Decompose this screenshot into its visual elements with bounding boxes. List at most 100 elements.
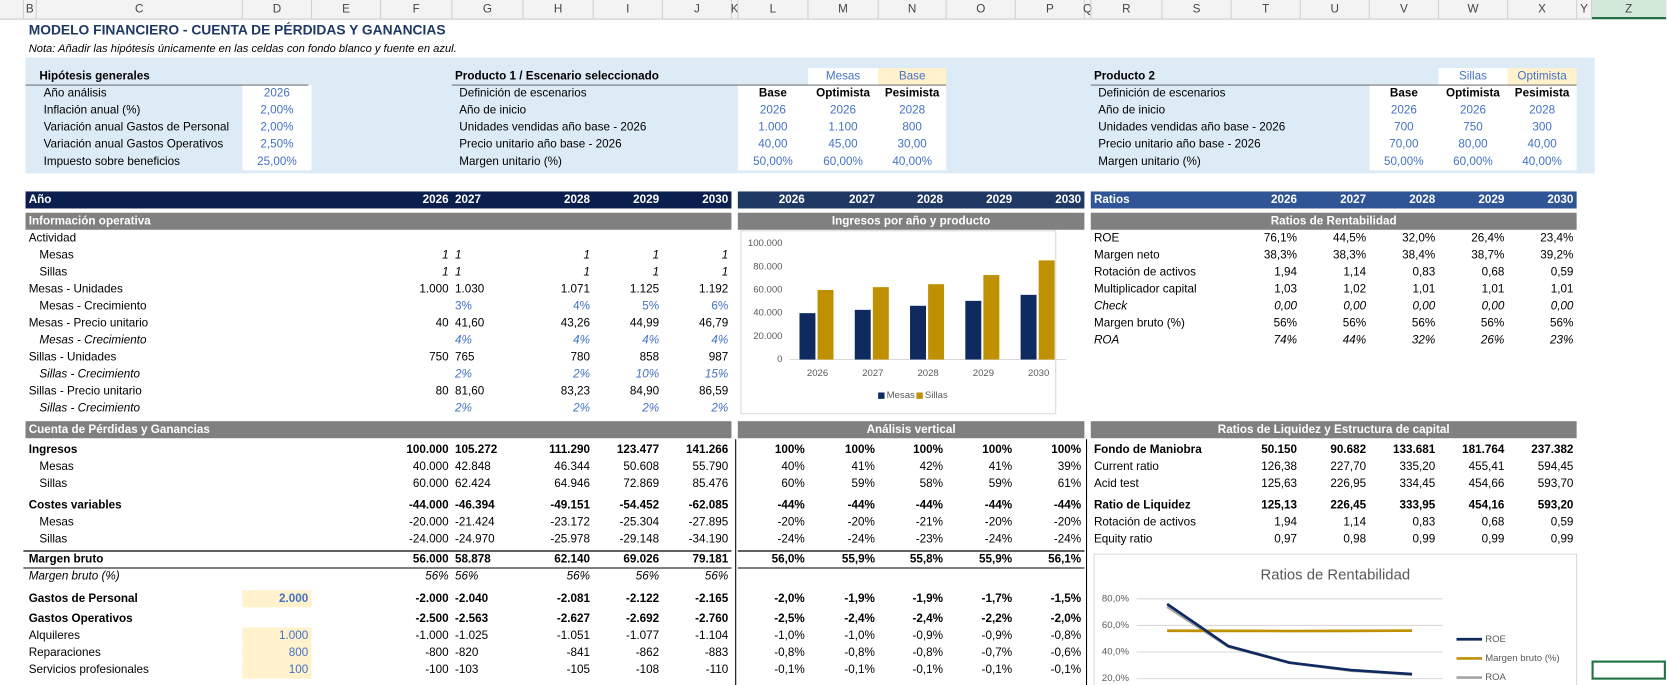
- cell-value: 76,1%: [1264, 231, 1297, 244]
- cell-label: Mesas: [39, 460, 74, 473]
- cell-label: Costes variables: [29, 498, 122, 511]
- cell-value: -27.895: [689, 515, 729, 528]
- y-tick-label: 60.000: [753, 284, 782, 295]
- cell-value: 40,00: [1527, 138, 1557, 151]
- column-header[interactable]: S: [1193, 3, 1201, 16]
- cell-label: Margen bruto (%): [1094, 316, 1185, 329]
- column-header[interactable]: O: [976, 3, 985, 16]
- cell-value: 2,00%: [260, 121, 293, 134]
- cell-value: Optimista: [1517, 70, 1567, 83]
- cell-value: 55,9%: [842, 553, 876, 566]
- cell-value: 55,8%: [910, 553, 944, 566]
- cell-label: -24.970: [455, 532, 495, 545]
- cell-value: 0,00: [1482, 299, 1505, 312]
- x-tick-label: 2027: [862, 368, 883, 379]
- cell-value: 0,00: [1551, 299, 1574, 312]
- cell-value: 1: [442, 248, 449, 261]
- cell-value: -21%: [916, 515, 943, 528]
- cell-value: 2026: [830, 104, 856, 117]
- cell-value: 0,99: [1551, 532, 1574, 545]
- cell-value: 1,94: [1274, 265, 1297, 278]
- cell-value: 2027: [1340, 193, 1366, 206]
- column-header[interactable]: Y: [1580, 3, 1588, 16]
- column-header[interactable]: Z: [1625, 3, 1632, 16]
- column-header[interactable]: W: [1467, 3, 1478, 16]
- column-header[interactable]: F: [413, 3, 420, 16]
- cell-value: -49.151: [550, 498, 590, 511]
- cell-label: 1: [455, 248, 462, 261]
- cell-value: 59%: [989, 477, 1012, 490]
- column-header[interactable]: C: [135, 3, 143, 16]
- column-header[interactable]: N: [908, 3, 916, 16]
- cell-label: Impuesto sobre beneficios: [44, 155, 181, 168]
- column-header[interactable]: G: [483, 3, 492, 16]
- column-header[interactable]: T: [1262, 3, 1269, 16]
- cell-value: 226,45: [1330, 498, 1366, 511]
- cell-label: Margen unitario (%): [459, 155, 562, 168]
- column-header[interactable]: E: [342, 3, 350, 16]
- bar: [965, 301, 981, 360]
- column-header[interactable]: R: [1122, 3, 1130, 16]
- cell-label: Sillas - Unidades: [29, 350, 117, 363]
- column-header[interactable]: L: [770, 3, 777, 16]
- cell-label: 2027: [455, 193, 481, 206]
- cell-value: -105: [567, 663, 591, 676]
- column-header[interactable]: B: [26, 3, 34, 16]
- cell-value: 85.476: [693, 477, 729, 490]
- cell-value: 2028: [1529, 104, 1555, 117]
- cell-label: Rotación de activos: [1094, 515, 1196, 528]
- cell-value: -29.148: [620, 532, 660, 545]
- cell-value: 0,68: [1482, 515, 1505, 528]
- cell-label: Check: [1094, 299, 1128, 312]
- cell-value: 40,00%: [1522, 155, 1562, 168]
- cell-value: 38,3%: [1333, 248, 1366, 261]
- cell-label: Producto 2: [1094, 70, 1156, 83]
- cell-value: Base: [1390, 87, 1418, 100]
- cell-value: -108: [636, 663, 659, 676]
- cell-label: Equity ratio: [1094, 532, 1153, 545]
- cell-label: Mesas - Crecimiento: [39, 299, 147, 312]
- cell-value: 4%: [573, 299, 590, 312]
- cell-value: 84,90: [630, 385, 660, 398]
- column-header[interactable]: D: [273, 3, 281, 16]
- cell-value: -110: [706, 663, 729, 676]
- cell-value: 0,68: [1482, 265, 1505, 278]
- cell-value: -1,7%: [982, 592, 1013, 605]
- cell-value: 64.946: [554, 477, 590, 490]
- cell-value: 454,66: [1469, 477, 1505, 490]
- cell-label: Ratios de Rentabilidad: [1271, 214, 1397, 227]
- cell-value: 55,9%: [979, 553, 1013, 566]
- cell-value: -0,8%: [774, 646, 805, 659]
- cell-value: 32%: [1412, 333, 1435, 346]
- cell-value: -800: [425, 646, 449, 659]
- cell-label: MODELO FINANCIERO - CUENTA DE PÉRDIDAS Y…: [29, 22, 446, 38]
- cell-value: 50.150: [1261, 443, 1297, 456]
- column-header[interactable]: M: [838, 3, 848, 16]
- cell-value: 56%: [1274, 316, 1297, 329]
- cell-label: 62.424: [455, 477, 491, 490]
- cell-label: Nota: Añadir las hipótesis únicamente en…: [29, 43, 457, 55]
- cell-value: 594,45: [1538, 460, 1574, 473]
- cell-value: 56.000: [413, 553, 449, 566]
- column-header[interactable]: P: [1046, 3, 1054, 16]
- column-header[interactable]: I: [626, 3, 629, 16]
- cell-value: -44.000: [409, 498, 449, 511]
- cell-label: Rotación de activos: [1094, 265, 1196, 278]
- cell-value: 69.026: [623, 553, 659, 566]
- cell-label: Información operativa: [29, 214, 152, 227]
- cell-value: 61%: [1058, 477, 1081, 490]
- cell-label: Margen bruto (%): [29, 570, 120, 583]
- cell-label: 2%: [454, 368, 472, 381]
- cell-value: 90.682: [1330, 443, 1366, 456]
- column-header[interactable]: H: [554, 3, 562, 16]
- column-header[interactable]: J: [694, 3, 700, 16]
- chart-frame: [741, 231, 1056, 414]
- column-header[interactable]: X: [1538, 3, 1546, 16]
- cell-label: -820: [455, 646, 479, 659]
- column-header[interactable]: U: [1331, 3, 1339, 16]
- cell-label: Servicios profesionales: [29, 663, 149, 676]
- column-header[interactable]: V: [1400, 3, 1408, 16]
- cell-value: 39,2%: [1540, 248, 1573, 261]
- cell-label: -1.025: [455, 629, 489, 642]
